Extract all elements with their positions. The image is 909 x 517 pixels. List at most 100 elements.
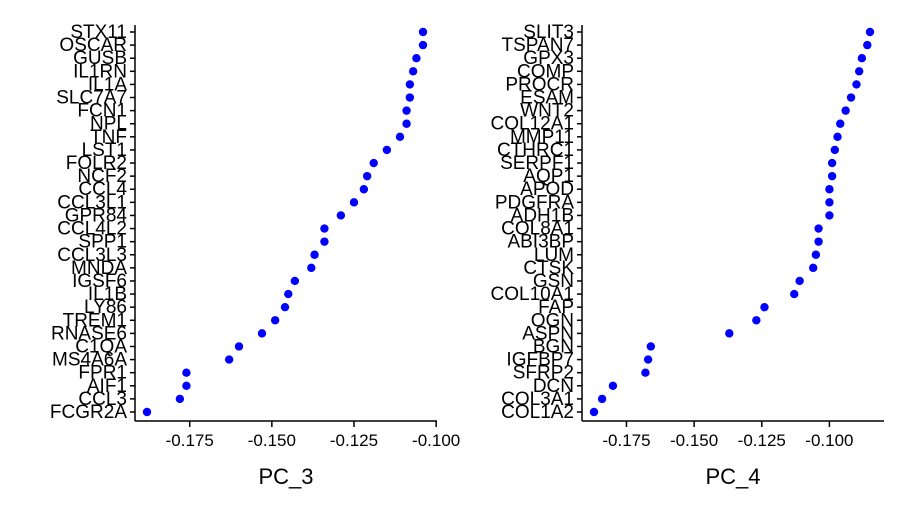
y-tick-label: LUM <box>534 245 574 266</box>
y-tick-label: SFRP2 <box>513 363 574 384</box>
data-point <box>418 40 428 50</box>
y-tick-label: GSN <box>533 271 574 292</box>
data-point <box>646 342 656 351</box>
data-point <box>825 185 834 194</box>
data-point <box>589 407 599 417</box>
data-point <box>307 263 316 273</box>
y-tick-label: ESAM <box>520 88 574 109</box>
data-point <box>827 158 837 168</box>
data-point <box>320 237 329 246</box>
data-point <box>825 198 834 207</box>
data-point <box>182 368 191 377</box>
y-tick-label: RNASE6 <box>51 323 127 344</box>
y-tick-label: OGN <box>531 310 574 331</box>
y-tick-label: NPL <box>90 114 127 135</box>
data-point <box>597 394 607 404</box>
data-point <box>852 80 861 89</box>
y-tick-label: CCL3 <box>78 389 127 410</box>
data-point <box>641 368 650 377</box>
x-tick-label: -0.125 <box>738 431 786 450</box>
y-tick-label: FCGR2A <box>50 402 127 423</box>
data-point <box>382 145 392 155</box>
data-point <box>608 381 618 390</box>
y-tick-label: AIF1 <box>87 376 127 397</box>
y-tick-label: MMP11 <box>510 127 574 148</box>
y-tick-label: ABI3BP <box>507 232 574 253</box>
y-tick-label: BGN <box>533 336 574 357</box>
data-point <box>830 145 840 155</box>
data-point <box>405 93 415 102</box>
data-point <box>836 119 845 128</box>
data-point <box>320 224 329 233</box>
y-tick-label: MS4A6A <box>52 350 127 371</box>
y-tick-label: IGFBP7 <box>506 350 574 371</box>
y-tick-label: GUSB <box>73 48 127 69</box>
x-tick-label: -0.100 <box>805 431 853 450</box>
data-point <box>846 93 856 102</box>
data-point <box>863 40 872 50</box>
y-tick-label: TREM1 <box>63 310 127 331</box>
panel-pc3: FCGR2ACCL3AIF1FPR1MS4A6AC1QARNASE6TREM1L… <box>50 22 460 489</box>
data-point <box>395 132 405 142</box>
data-point <box>224 355 234 364</box>
y-tick-label: FOLR2 <box>66 153 127 174</box>
data-point <box>865 27 875 37</box>
y-tick-label: IL1B <box>88 284 127 305</box>
data-point <box>257 329 267 338</box>
x-tick-label: -0.175 <box>166 431 214 450</box>
y-tick-label: IL1A <box>88 74 127 95</box>
y-tick-label: NCF2 <box>77 166 127 187</box>
data-point <box>175 394 185 404</box>
data-point <box>814 237 823 246</box>
y-tick-label: COL1A2 <box>501 402 574 423</box>
y-tick-label: PROCR <box>505 74 574 95</box>
data-point <box>402 119 411 128</box>
x-axis-title: PC_4 <box>705 464 760 489</box>
y-tick-label: CTHRC1 <box>497 140 574 161</box>
data-point <box>290 276 300 286</box>
data-point <box>841 106 850 115</box>
data-point <box>362 171 372 181</box>
data-point <box>369 158 378 168</box>
y-tick-label: TNF <box>90 127 127 148</box>
x-tick-label: -0.150 <box>248 431 296 450</box>
data-point <box>284 289 293 299</box>
data-point <box>827 171 837 181</box>
y-tick-label: LY86 <box>84 297 127 318</box>
x-tick-label: -0.100 <box>412 431 460 450</box>
y-tick-label: TSPAN7 <box>501 35 574 56</box>
y-tick-label: SPP1 <box>78 232 127 253</box>
y-tick-label: SLIT3 <box>523 22 574 43</box>
data-point <box>825 211 834 220</box>
y-tick-label: LST1 <box>82 140 127 161</box>
y-tick-label: CTSK <box>523 258 574 279</box>
data-point <box>795 276 804 286</box>
y-tick-label: COL8A1 <box>501 219 574 240</box>
y-tick-label: AQP1 <box>523 166 574 187</box>
data-point <box>752 316 761 325</box>
y-tick-label: C1QA <box>75 336 127 357</box>
y-tick-label: MNDA <box>71 258 127 279</box>
y-tick-label: COL12A1 <box>491 114 574 135</box>
data-point <box>833 132 842 142</box>
x-tick-label: -0.150 <box>670 431 718 450</box>
y-tick-label: SLC7A7 <box>56 88 127 109</box>
data-point <box>808 263 818 273</box>
y-tick-label: CCL3L3 <box>57 245 127 266</box>
y-tick-label: CCL4L2 <box>57 219 127 240</box>
y-tick-label: IGSF6 <box>72 271 127 292</box>
x-tick-label: -0.175 <box>602 431 650 450</box>
y-tick-label: GPX3 <box>523 48 574 69</box>
data-point <box>412 54 421 63</box>
y-tick-label: GPR84 <box>65 205 128 226</box>
data-point <box>280 302 290 312</box>
y-tick-label: COL10A1 <box>491 284 574 305</box>
data-point <box>643 355 653 364</box>
data-point <box>270 316 280 325</box>
y-tick-label: IL1RN <box>73 61 127 82</box>
y-tick-label: STX11 <box>70 22 127 43</box>
data-point <box>405 80 415 89</box>
x-axis-title: PC_3 <box>258 464 313 489</box>
data-point <box>142 407 152 417</box>
